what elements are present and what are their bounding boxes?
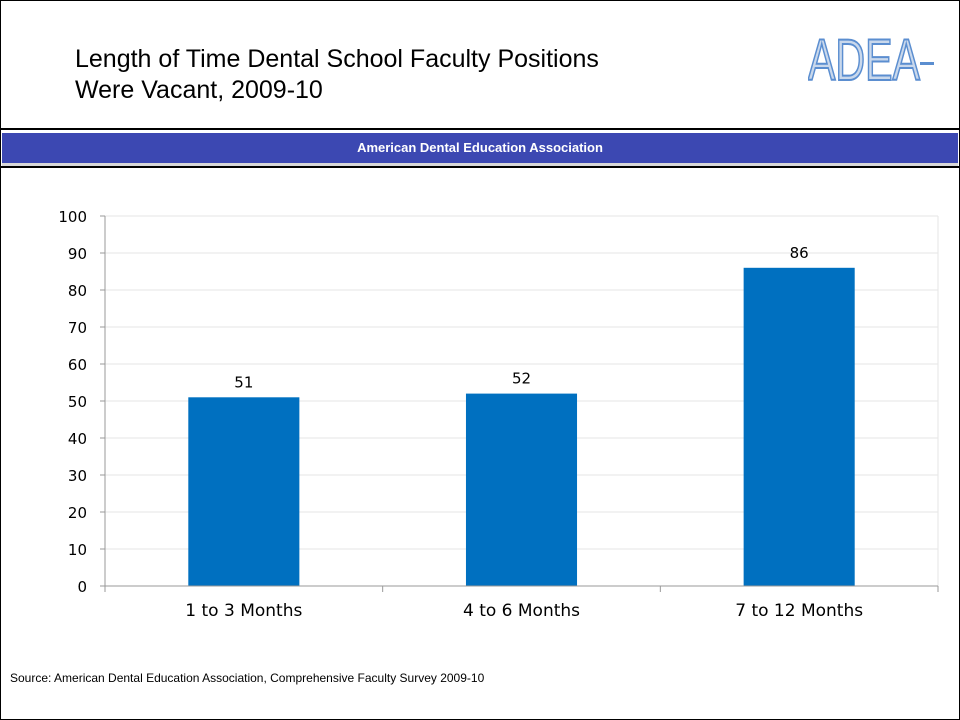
y-tick-label: 90 [68, 245, 87, 263]
adea-logo: ADEA [808, 28, 934, 84]
source-note: Source: American Dental Education Associ… [10, 671, 485, 685]
page-title: Length of Time Dental School Faculty Pos… [75, 44, 715, 106]
y-tick-label: 10 [68, 541, 87, 559]
data-label: 52 [512, 370, 531, 388]
title-line-1: Length of Time Dental School Faculty Pos… [75, 45, 599, 73]
y-tick-label: 60 [68, 356, 87, 374]
x-axis: 1 to 3 Months 4 to 6 Months 7 to 12 Months [104, 585, 939, 621]
y-tick-label: 30 [68, 467, 87, 485]
bars [188, 267, 855, 586]
logo-text: ADEA [808, 28, 920, 84]
y-tick-label: 0 [77, 578, 87, 596]
organization-banner: American Dental Education Association [2, 133, 958, 166]
header-rule [0, 128, 960, 130]
bar [743, 267, 855, 586]
x-tick-label: 7 to 12 Months [735, 601, 863, 621]
y-axis: 0 10 20 30 40 50 60 70 80 90 100 [58, 208, 106, 596]
y-tick-label: 20 [68, 504, 87, 522]
x-tick-label: 4 to 6 Months [463, 601, 580, 621]
bar [188, 397, 300, 586]
y-tick-label: 40 [68, 430, 87, 448]
banner-rule [0, 166, 960, 168]
y-tick-label: 70 [68, 319, 87, 337]
title-line-2: Were Vacant, 2009-10 [75, 76, 323, 104]
y-tick-label: 80 [68, 282, 87, 300]
data-label: 86 [790, 244, 809, 262]
x-tick-label: 1 to 3 Months [185, 601, 302, 621]
data-labels: 51 52 86 [234, 244, 808, 391]
logo-dash [920, 62, 934, 65]
y-tick-label: 100 [58, 208, 87, 226]
bar [465, 393, 578, 586]
y-tick-label: 50 [68, 393, 87, 411]
bar-chart: 0 10 20 30 40 50 60 70 80 90 100 51 52 86 1 to 3 Mon… [58, 208, 939, 621]
data-label: 51 [234, 373, 253, 391]
